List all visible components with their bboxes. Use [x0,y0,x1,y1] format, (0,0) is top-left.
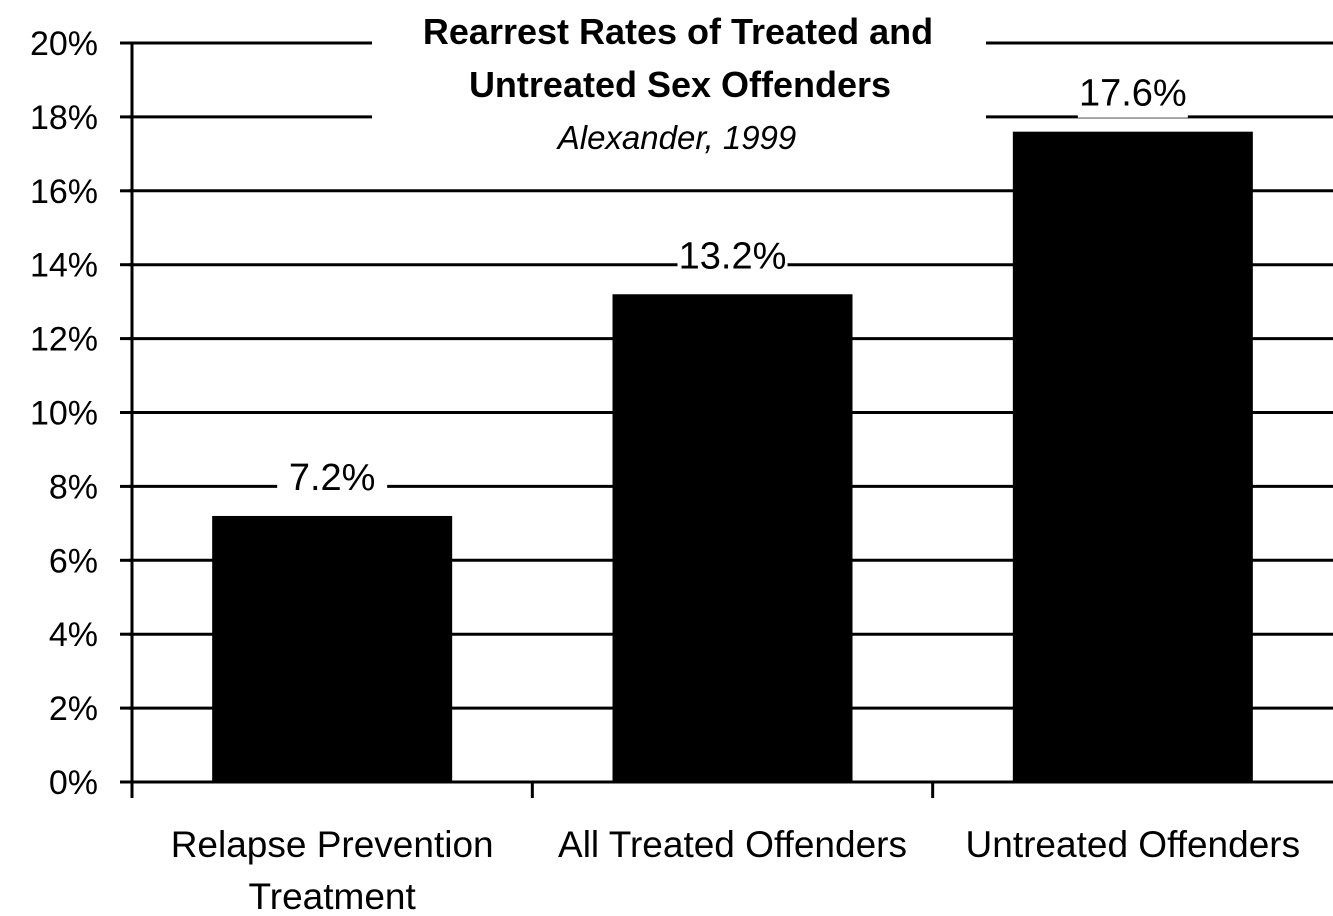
y-tick-label: 10% [30,395,98,433]
y-tick-label: 2% [49,690,98,728]
y-tick-label: 14% [30,247,98,285]
bar [212,515,453,782]
data-label-background [1077,65,1188,118]
data-label-background [277,449,388,502]
data-label: 17.6% [1079,73,1187,115]
chart-title-line-1: Rearrest Rates of Treated and [423,11,933,52]
chart-title-line-2: Untreated Sex Offenders [469,64,891,105]
data-label-background [677,228,788,281]
chart-title-block: Rearrest Rates of Treated and Untreated … [372,8,986,158]
bar [1012,131,1253,782]
y-tick-label: 8% [49,468,98,506]
labels: 7.2% Relapse Prevention Treatment 13.2% All … [171,65,1301,916]
chart-subtitle: Alexander, 1999 [556,119,797,156]
data-label: 7.2% [289,457,376,499]
y-tick-label: 16% [30,173,98,211]
y-tick-label: 12% [30,321,98,359]
y-tick-label: 6% [49,542,98,580]
x-category-label: Relapse Prevention [171,824,494,865]
x-category-label: Untreated Offenders [966,824,1301,865]
y-tick-label: 0% [49,764,98,802]
x-category-label: All Treated Offenders [558,824,907,865]
y-tick-label: 18% [30,99,98,137]
x-category-label: Treatment [249,876,417,916]
bar [612,294,853,782]
y-tick-label: 20% [30,25,98,63]
y-tick-label: 4% [49,616,98,654]
bars [212,131,1253,782]
axes: 0% 2% 4% 6% 8% 10% 12% 14% 16% 18% 20% [30,25,1333,802]
data-label: 13.2% [679,235,787,277]
title-background [372,8,986,158]
